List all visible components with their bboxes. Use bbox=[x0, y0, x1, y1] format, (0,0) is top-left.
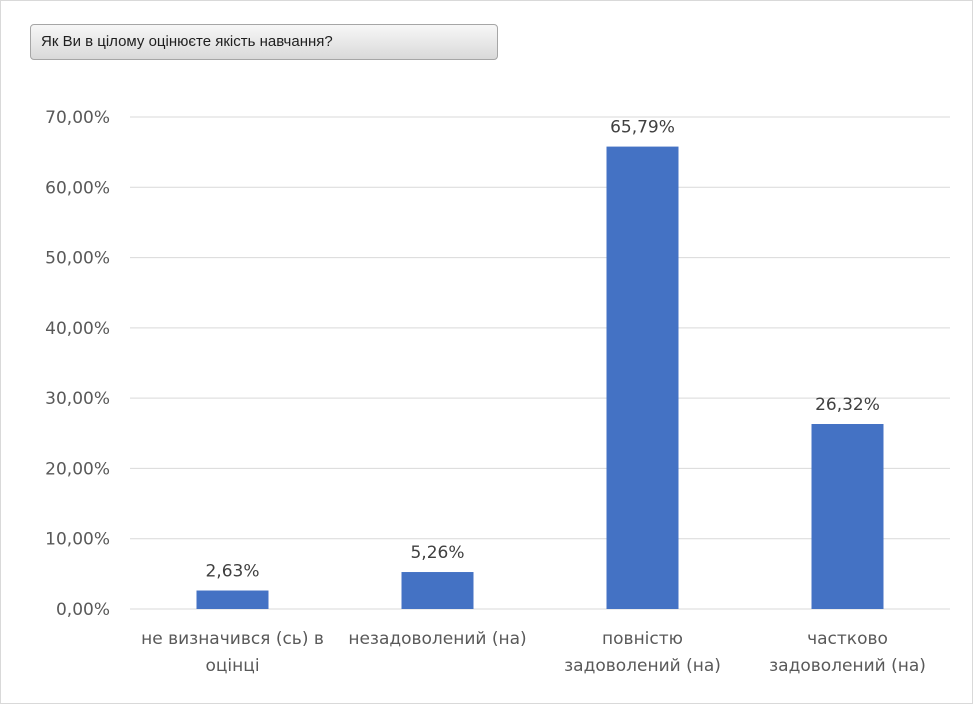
data-label: 2,63% bbox=[205, 562, 259, 582]
data-labels: 2,63% 5,26% 65,79% 26,32% bbox=[205, 118, 879, 582]
data-label: 5,26% bbox=[410, 543, 464, 563]
bars bbox=[196, 146, 884, 610]
category-label-line: задоволений (на) bbox=[769, 656, 926, 676]
category-label-line: незадоволений (на) bbox=[348, 629, 526, 649]
x-axis-category-labels: не визначився (сь) в оцінці незадоволений … bbox=[141, 629, 926, 676]
data-label: 65,79% bbox=[610, 118, 675, 138]
category-label: незадоволений (на) bbox=[348, 629, 526, 649]
y-axis-tick-labels: 0,00% 10,00% 20,00% 30,00% 40,00% 50,00% 60,00… bbox=[45, 108, 110, 620]
bar[interactable] bbox=[811, 424, 884, 609]
bar[interactable] bbox=[606, 146, 679, 610]
category-label: частково задоволений (на) bbox=[769, 629, 926, 676]
bar[interactable] bbox=[401, 572, 474, 609]
category-label-line: повністю bbox=[602, 629, 683, 649]
y-tick-label: 70,00% bbox=[45, 108, 110, 128]
data-label: 26,32% bbox=[815, 395, 880, 415]
y-tick-label: 50,00% bbox=[45, 249, 110, 269]
category-label: не визначився (сь) в оцінці bbox=[141, 629, 324, 676]
category-label-line: задоволений (на) bbox=[564, 656, 721, 676]
y-tick-label: 40,00% bbox=[45, 319, 110, 339]
category-label-line: не визначився (сь) в bbox=[141, 629, 324, 649]
y-tick-label: 30,00% bbox=[45, 389, 110, 409]
y-tick-label: 0,00% bbox=[56, 600, 110, 620]
category-label-line: оцінці bbox=[205, 656, 259, 676]
category-label: повністю задоволений (на) bbox=[564, 629, 721, 676]
bar[interactable] bbox=[196, 590, 269, 609]
y-tick-label: 10,00% bbox=[45, 530, 110, 550]
y-tick-label: 20,00% bbox=[45, 459, 110, 479]
y-tick-label: 60,00% bbox=[45, 178, 110, 198]
category-label-line: частково bbox=[807, 629, 888, 649]
question-filter-button[interactable]: Як Ви в цілому оцінюєте якість навчання? bbox=[30, 24, 498, 60]
